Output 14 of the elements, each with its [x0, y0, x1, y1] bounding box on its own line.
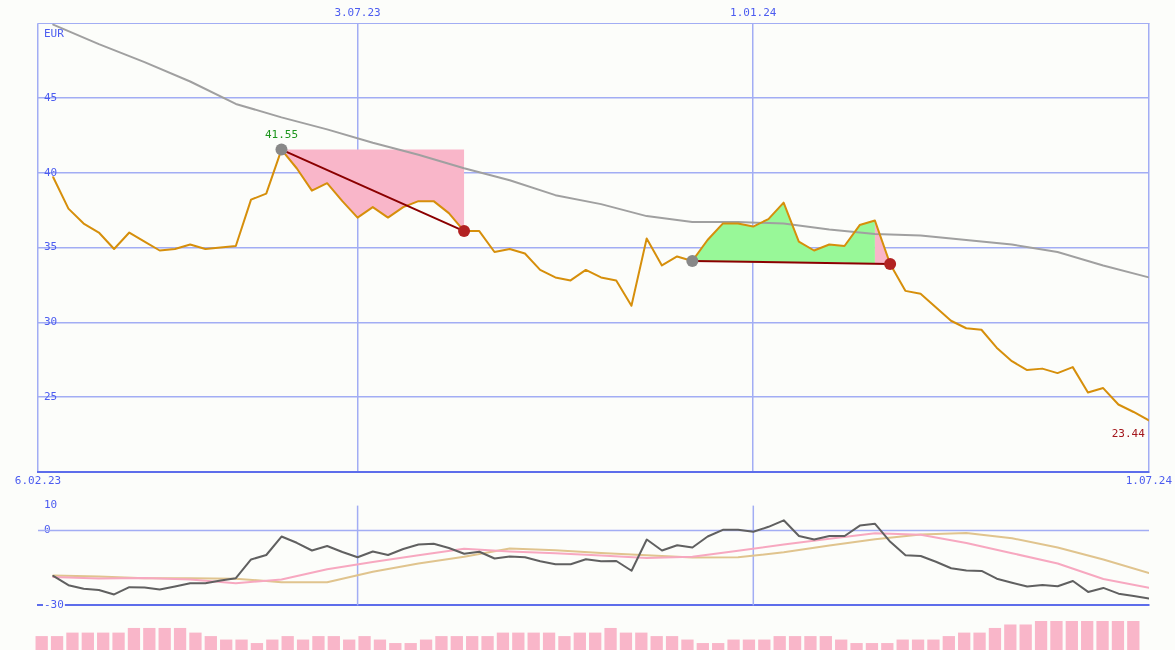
annotation: 41.55 — [264, 127, 299, 141]
x2-tick-label: 3.07.23 — [334, 6, 381, 20]
x2-tick-label: 1.01.24 — [730, 6, 777, 20]
annotation: 23.44 — [1111, 426, 1146, 440]
x-tick-label: 1.07.24 — [1125, 474, 1173, 488]
y-tick-label: 25 — [44, 389, 58, 403]
y-tick-label: 35 — [44, 240, 58, 254]
y-tick-label: 40 — [44, 165, 58, 179]
y-tick-label: -30 — [44, 598, 64, 612]
y-axis-title: EUR — [44, 26, 65, 40]
y-tick-label: 10 — [44, 498, 58, 512]
x-tick-label: 6.02.23 — [14, 474, 62, 488]
y-tick-label: 45 — [44, 90, 58, 104]
y-tick-label: 30 — [44, 315, 58, 329]
